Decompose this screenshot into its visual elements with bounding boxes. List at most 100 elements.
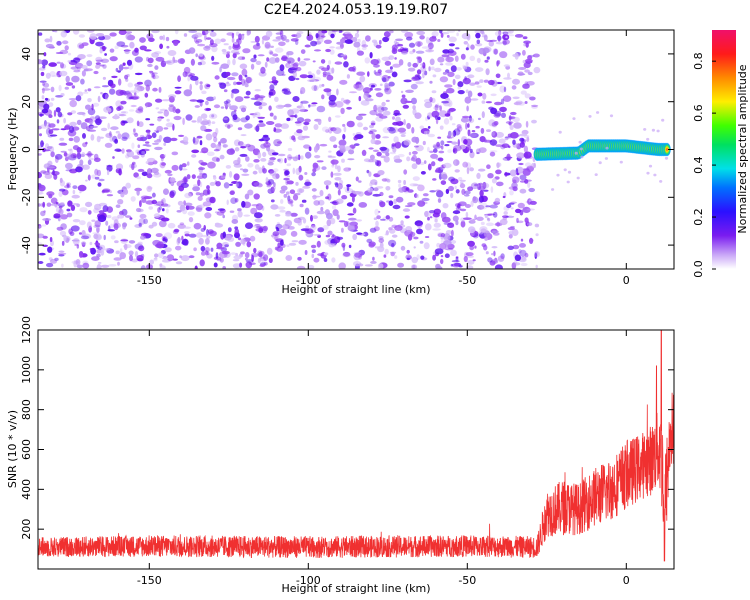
spectrogram-noise-blob [188, 233, 197, 238]
spectrogram-noise-blob [192, 186, 201, 192]
spectrogram-noise-blob [286, 244, 290, 247]
spectrogram-noise-blob [307, 79, 316, 82]
spectrogram-noise-blob [299, 105, 305, 113]
spectrogram-noise-blob [434, 218, 438, 223]
spectrogram-noise-blob [268, 91, 274, 96]
spectrogram-noise-blob [397, 127, 406, 133]
spectrogram-noise-blob [507, 227, 515, 231]
spectrogram-noise-blob [480, 182, 490, 189]
spectrogram-noise-blob [286, 191, 290, 195]
spectrogram-noise-blob [219, 251, 228, 259]
spectrogram-noise-blob [367, 71, 370, 77]
spectrogram-noise-blob [241, 108, 246, 112]
spectrogram-noise-blob [303, 144, 311, 149]
spectrogram-noise-blob [137, 144, 141, 148]
spectrogram-noise-blob [515, 100, 523, 105]
spectrogram-noise-blob [239, 63, 248, 70]
spectrogram-noise-blob [465, 61, 469, 67]
spectrogram-noise-blob [268, 57, 277, 64]
spectrogram-noise-blob [244, 252, 250, 259]
spectrogram-noise-blob [374, 88, 382, 91]
spectrogram-noise-blob [529, 237, 534, 244]
spectrogram-noise-blob [38, 153, 42, 156]
spectrogram-noise-blob [109, 48, 115, 53]
spectrogram-noise-blob [274, 123, 283, 128]
spectrogram-noise-blob [369, 227, 377, 233]
spectrogram-noise-blob [490, 107, 498, 115]
spectrogram-noise-blob [101, 85, 109, 88]
spectrogram-noise-blob [517, 73, 526, 76]
spectrogram-noise-blob [500, 98, 505, 105]
spectrogram-noise-blob [123, 92, 128, 96]
spectrogram-noise-blob [445, 97, 451, 101]
spectrogram-noise-blob [254, 94, 260, 99]
spectrogram-noise-blob [370, 59, 380, 65]
spectrogram-noise-blob [249, 235, 256, 242]
spectrogram-noise-blob [50, 197, 58, 204]
spectrogram-noise-blob [41, 224, 47, 227]
spectrogram-noise-blob [133, 92, 137, 96]
spectrogram-noise-blob [448, 43, 455, 47]
spectrogram-noise-blob [495, 41, 504, 45]
spectrogram-noise-blob [501, 143, 510, 148]
spectrogram-noise-blob [249, 262, 256, 266]
spectrogram-noise-blob [508, 233, 513, 239]
spectrogram-noise-blob [117, 261, 120, 266]
spectrogram-noise-blob [341, 195, 348, 200]
spectrogram-noise-blob [106, 170, 110, 176]
spectrogram-noise-blob [461, 115, 470, 119]
spectrogram-noise-blob [436, 103, 440, 108]
spectrogram-noise-blob [132, 161, 136, 165]
spectrogram-noise-blob [262, 151, 267, 158]
spectrogram-noise-blob [253, 54, 257, 59]
spectrogram-noise-blob [427, 42, 434, 50]
spectrogram-noise-blob [519, 243, 526, 248]
spectrogram-noise-blob [311, 84, 319, 92]
spectrogram-noise-blob [407, 67, 416, 72]
spectrogram-noise-blob [252, 170, 258, 175]
spectrogram-noise-blob [38, 225, 43, 228]
spectrogram-noise-blob [403, 139, 411, 146]
spectrogram-noise-blob [179, 222, 185, 226]
spectrogram-noise-blob [434, 105, 441, 108]
spectrogram-noise-blob [374, 71, 382, 76]
spectrogram-noise-blob [173, 59, 178, 63]
spectrogram-noise-blob [286, 117, 291, 122]
spectrogram-noise-blob [491, 253, 494, 256]
spectrogram-noise-blob [134, 250, 139, 258]
spectrogram-noise-blob [522, 206, 531, 213]
spectrogram-noise-blob [384, 82, 389, 89]
spectrogram-noise-blob [401, 94, 406, 98]
spectrogram-noise-blob [297, 256, 302, 261]
spectrogram-noise-blob [503, 64, 510, 68]
spectrogram-noise-blob [485, 68, 490, 76]
spectrogram-noise-blob [241, 68, 248, 76]
spectrogram-noise-blob [429, 216, 433, 219]
spectrogram-noise-blob [452, 210, 461, 215]
spectrogram-noise-blob [292, 194, 299, 201]
spectrogram-noise-blob [292, 167, 296, 175]
spectrogram-signal-speckle [576, 176, 580, 180]
spectrogram-noise-blob [126, 59, 133, 66]
spectrogram-noise-blob [344, 39, 353, 44]
spectrogram-noise-blob [440, 93, 449, 99]
spectrogram-noise-blob [175, 261, 183, 265]
spectrogram-noise-blob [293, 137, 296, 142]
spectrogram-noise-blob [287, 226, 295, 230]
spectrogram-noise-blob [485, 205, 491, 208]
spectrogram-noise-blob [385, 215, 390, 220]
spectrogram-noise-blob [527, 181, 531, 188]
spectrogram-noise-blob [95, 62, 101, 65]
spectrogram-noise-blob [261, 136, 271, 142]
spectrogram-noise-blob [68, 98, 77, 101]
spectrogram-noise-blob [269, 157, 276, 161]
spectrogram-noise-blob [155, 243, 163, 248]
spectrogram-noise-blob [55, 107, 61, 113]
spectrogram-noise-blob [273, 115, 277, 120]
spectrogram-noise-blob [122, 66, 129, 70]
spectrogram-noise-blob [531, 104, 539, 107]
spectrogram-noise-blob [382, 136, 390, 139]
spectrogram-noise-blob [325, 129, 330, 133]
spectrogram-noise-blob [377, 245, 385, 253]
spectrogram-noise-blob [522, 168, 531, 176]
